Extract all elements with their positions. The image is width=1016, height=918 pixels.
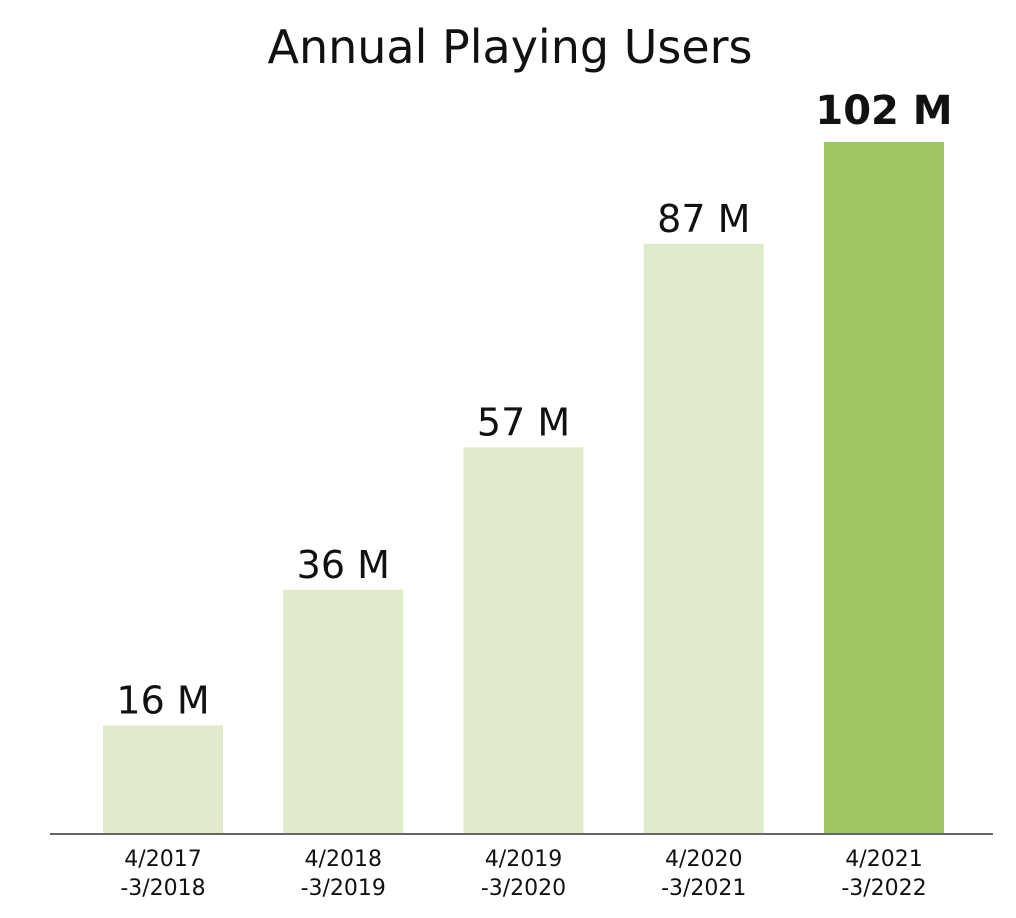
bar-1: [103, 725, 223, 834]
bar-5: [824, 142, 944, 834]
x-tick-label-line: 4/2017: [124, 847, 201, 872]
value-label-3: 57 M: [477, 400, 570, 444]
bar-2: [283, 589, 404, 834]
x-tick-label-line: -3/2018: [120, 876, 205, 901]
x-tick-label-line: 4/2019: [485, 847, 562, 872]
bar-3: [463, 447, 584, 834]
value-label-1: 16 M: [116, 678, 209, 722]
x-tick-label-2: 4/2018 -3/2019: [301, 847, 386, 901]
chart-title: Annual Playing Users: [267, 20, 752, 74]
x-tick-label-1: 4/2017 -3/2018: [120, 847, 205, 901]
x-tick-label-line: 4/2018: [305, 847, 382, 872]
bars-group: [103, 142, 944, 834]
value-label-4: 87 M: [657, 197, 750, 241]
value-labels-group: 16 M 36 M 57 M 87 M 102 M: [116, 88, 952, 722]
x-tick-label-line: -3/2019: [301, 876, 386, 901]
x-tick-label-line: -3/2020: [481, 876, 566, 901]
x-tick-label-line: 4/2021: [845, 847, 922, 872]
x-tick-label-line: 4/2020: [665, 847, 742, 872]
x-tick-label-4: 4/2020 -3/2021: [661, 847, 746, 901]
x-tick-label-5: 4/2021 -3/2022: [841, 847, 926, 901]
value-label-2: 36 M: [297, 543, 390, 587]
bar-4: [643, 243, 764, 834]
x-tick-label-line: -3/2021: [661, 876, 746, 901]
x-tick-label-line: -3/2022: [841, 876, 926, 901]
value-label-5: 102 M: [815, 88, 952, 134]
x-tick-label-3: 4/2019 -3/2020: [481, 847, 566, 901]
